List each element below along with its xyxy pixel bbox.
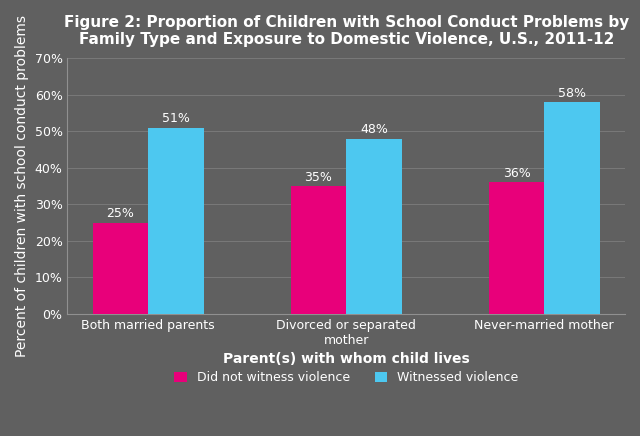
Bar <box>291 186 346 314</box>
Legend: Did not witness violence, Witnessed violence: Did not witness violence, Witnessed viol… <box>169 366 524 389</box>
Title: Figure 2: Proportion of Children with School Conduct Problems by
Family Type and: Figure 2: Proportion of Children with Sc… <box>63 15 629 48</box>
Text: 51%: 51% <box>162 112 190 125</box>
Text: 48%: 48% <box>360 123 388 136</box>
Text: 36%: 36% <box>502 167 531 180</box>
Bar <box>489 182 544 314</box>
Text: 25%: 25% <box>106 207 134 220</box>
Bar <box>346 139 402 314</box>
Bar <box>93 223 148 314</box>
Bar <box>148 128 204 314</box>
Bar <box>544 102 600 314</box>
X-axis label: Parent(s) with whom child lives: Parent(s) with whom child lives <box>223 352 470 366</box>
Text: 58%: 58% <box>558 87 586 99</box>
Text: 35%: 35% <box>305 170 332 184</box>
Y-axis label: Percent of children with school conduct problems: Percent of children with school conduct … <box>15 15 29 357</box>
